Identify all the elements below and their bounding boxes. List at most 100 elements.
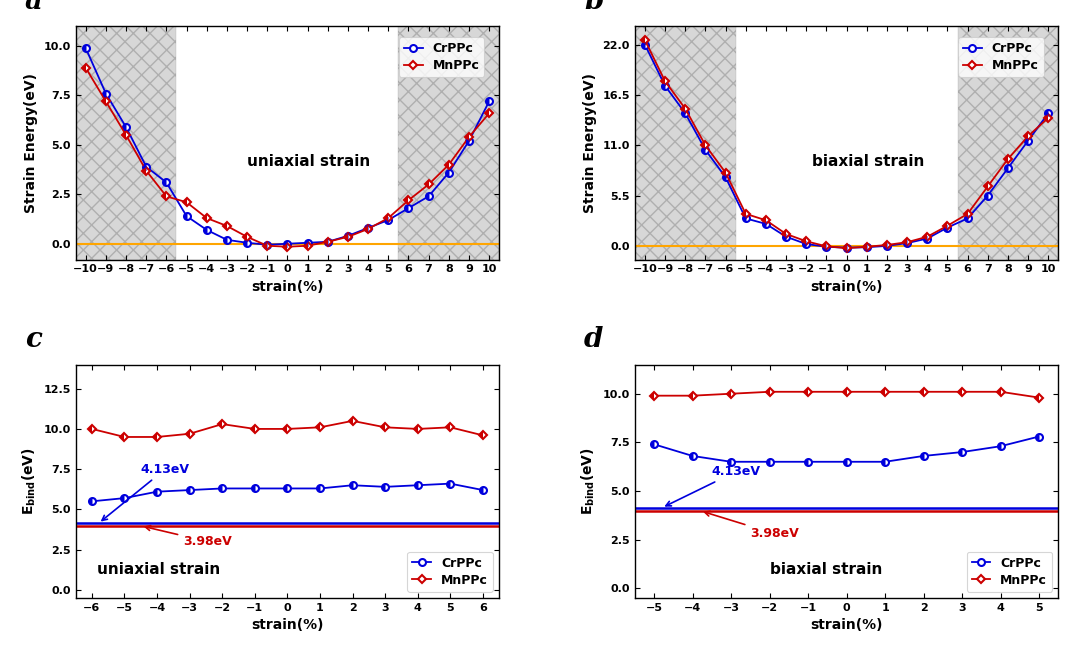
CrPPc: [341, 232, 354, 240]
Text: b: b: [584, 0, 604, 14]
Bar: [76, 26, 176, 260]
MnPPc: [699, 141, 712, 149]
MnPPc: [1001, 155, 1014, 163]
MnPPc: [379, 423, 392, 431]
CrPPc: [248, 484, 261, 492]
X-axis label: strain(%): strain(%): [810, 618, 882, 632]
Bar: [399, 26, 499, 260]
CrPPc: [443, 169, 456, 177]
MnPPc: [422, 181, 435, 189]
MnPPc: [725, 390, 738, 397]
CrPPc: [840, 244, 853, 252]
MnPPc: [483, 109, 496, 117]
MnPPc: [160, 193, 173, 200]
CrPPc: [982, 192, 995, 200]
CrPPc: [281, 240, 294, 248]
CrPPc: [759, 220, 772, 228]
Text: c: c: [25, 326, 42, 353]
MnPPc: [241, 233, 254, 240]
CrPPc: [764, 458, 777, 466]
CrPPc: [1001, 164, 1014, 172]
MnPPc: [659, 78, 672, 85]
CrPPc: [321, 238, 334, 246]
MnPPc: [476, 432, 489, 440]
X-axis label: strain(%): strain(%): [810, 280, 882, 294]
CrPPc: [180, 212, 193, 220]
CrPPc: [402, 204, 415, 212]
CrPPc: [184, 486, 197, 494]
Text: uniaxial strain: uniaxial strain: [97, 562, 220, 578]
MnPPc: [184, 430, 197, 438]
Legend: CrPPc, MnPPc: CrPPc, MnPPc: [967, 552, 1052, 591]
CrPPc: [638, 41, 651, 49]
MnPPc: [281, 243, 294, 251]
MnPPc: [820, 242, 833, 250]
CrPPc: [941, 223, 954, 231]
Y-axis label: $\mathbf{E_{bind}}$(eV): $\mathbf{E_{bind}}$(eV): [21, 447, 38, 515]
CrPPc: [725, 458, 738, 466]
MnPPc: [648, 392, 661, 399]
MnPPc: [341, 233, 354, 240]
MnPPc: [780, 230, 793, 238]
Text: 4.13eV: 4.13eV: [666, 465, 760, 506]
Line: CrPPc: CrPPc: [82, 45, 492, 248]
MnPPc: [180, 198, 193, 206]
MnPPc: [362, 225, 375, 233]
CrPPc: [281, 484, 294, 492]
CrPPc: [678, 109, 691, 117]
MnPPc: [719, 169, 732, 177]
Y-axis label: Strain Energy(eV): Strain Energy(eV): [24, 73, 38, 213]
MnPPc: [118, 433, 131, 441]
MnPPc: [139, 167, 152, 175]
CrPPc: [462, 137, 475, 145]
MnPPc: [462, 133, 475, 141]
MnPPc: [248, 425, 261, 433]
MnPPc: [99, 97, 112, 105]
CrPPc: [411, 482, 424, 489]
Legend: CrPPc, MnPPc: CrPPc, MnPPc: [407, 552, 492, 591]
CrPPc: [880, 242, 893, 250]
CrPPc: [840, 458, 853, 466]
CrPPc: [118, 494, 131, 502]
MnPPc: [301, 242, 314, 250]
MnPPc: [678, 104, 691, 112]
Line: MnPPc: MnPPc: [90, 418, 486, 440]
MnPPc: [281, 425, 294, 433]
CrPPc: [160, 179, 173, 187]
CrPPc: [961, 214, 974, 222]
MnPPc: [879, 388, 892, 396]
Text: uniaxial strain: uniaxial strain: [247, 154, 370, 169]
CrPPc: [917, 452, 930, 460]
Text: 3.98eV: 3.98eV: [704, 511, 799, 540]
Text: 3.98eV: 3.98eV: [146, 526, 232, 548]
CrPPc: [956, 448, 969, 456]
MnPPc: [941, 222, 954, 230]
MnPPc: [313, 423, 326, 431]
Line: MnPPc: MnPPc: [83, 65, 491, 250]
MnPPc: [443, 161, 456, 169]
Bar: [958, 26, 1058, 260]
MnPPc: [382, 214, 395, 222]
MnPPc: [1042, 114, 1055, 122]
MnPPc: [961, 210, 974, 217]
MnPPc: [402, 196, 415, 204]
CrPPc: [901, 239, 914, 247]
Text: a: a: [25, 0, 43, 14]
CrPPc: [739, 214, 752, 222]
CrPPc: [260, 241, 273, 249]
Text: biaxial strain: biaxial strain: [811, 154, 924, 169]
MnPPc: [759, 216, 772, 224]
MnPPc: [764, 388, 777, 396]
CrPPc: [200, 226, 213, 234]
X-axis label: strain(%): strain(%): [252, 280, 324, 294]
MnPPc: [120, 131, 133, 139]
X-axis label: strain(%): strain(%): [252, 618, 324, 632]
CrPPc: [422, 193, 435, 200]
CrPPc: [85, 497, 98, 505]
CrPPc: [379, 483, 392, 491]
CrPPc: [216, 484, 229, 492]
Text: d: d: [584, 326, 604, 353]
MnPPc: [840, 388, 853, 396]
CrPPc: [241, 239, 254, 247]
CrPPc: [861, 243, 874, 251]
